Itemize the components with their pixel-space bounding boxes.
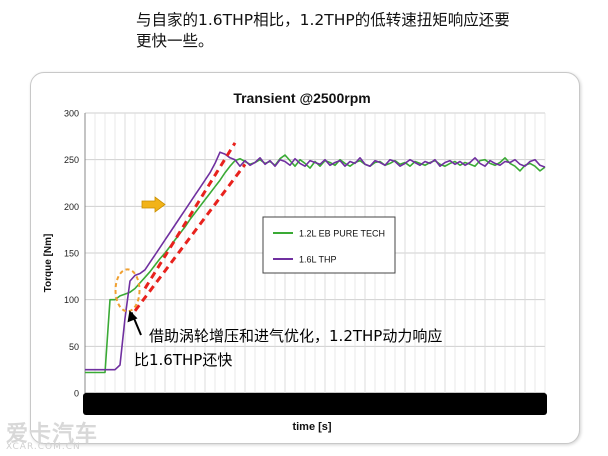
redaction-bar [83, 393, 547, 415]
series-layer [85, 151, 546, 374]
pointer-arrowhead [127, 310, 138, 323]
chart-title: Transient @2500rpm [233, 90, 370, 106]
y-tick-label: 100 [64, 295, 79, 305]
legend-label: 1.2L EB PURE TECH [299, 229, 385, 239]
y-tick-label: 50 [69, 342, 79, 352]
y-axis-label: Torque [Nm] [43, 234, 54, 293]
slide-caption: 与自家的1.6THP相比，1.2THP的低转速扭矩响应还要 更快一些。 [136, 10, 606, 52]
chart-legend: 1.2L EB PURE TECH 1.6L THP [262, 216, 396, 274]
annotation-line-2: 比1.6THP还快 [134, 351, 232, 369]
y-tick-label: 250 [64, 155, 79, 165]
right-arrow-icon [141, 196, 166, 213]
y-tick-label: 150 [64, 249, 79, 259]
dashed-guide-upper [143, 142, 237, 290]
y-tick-label: 300 [64, 109, 79, 119]
watermark-logo: 爱卡汽车 [6, 422, 99, 447]
y-tick-label: 0 [74, 389, 79, 399]
watermark-url: XCAR.COM.CN [6, 442, 81, 452]
caption-line-1: 与自家的1.6THP相比，1.2THP的低转速扭矩响应还要 [136, 11, 510, 29]
y-tick-label: 200 [64, 202, 79, 212]
caption-line-2: 更快一些。 [136, 32, 214, 50]
chart-grid [84, 112, 546, 394]
torque-chart: Transient @2500rpm 0 50 100 150 200 250 300 借助… [43, 90, 547, 433]
dashed-guide-lower [133, 163, 247, 312]
chart-card: Transient @2500rpm 0 50 100 150 200 250 300 借助… [30, 72, 580, 444]
legend-label: 1.6L THP [299, 255, 337, 265]
annotation-line-1: 借助涡轮增压和进气优化，1.2THP动力响应 [149, 327, 442, 345]
chart-axes: 0 50 100 150 200 250 300 [64, 109, 86, 399]
x-axis-label: time [s] [292, 421, 331, 433]
legend-box [262, 216, 396, 274]
series-line-thp [85, 151, 546, 371]
